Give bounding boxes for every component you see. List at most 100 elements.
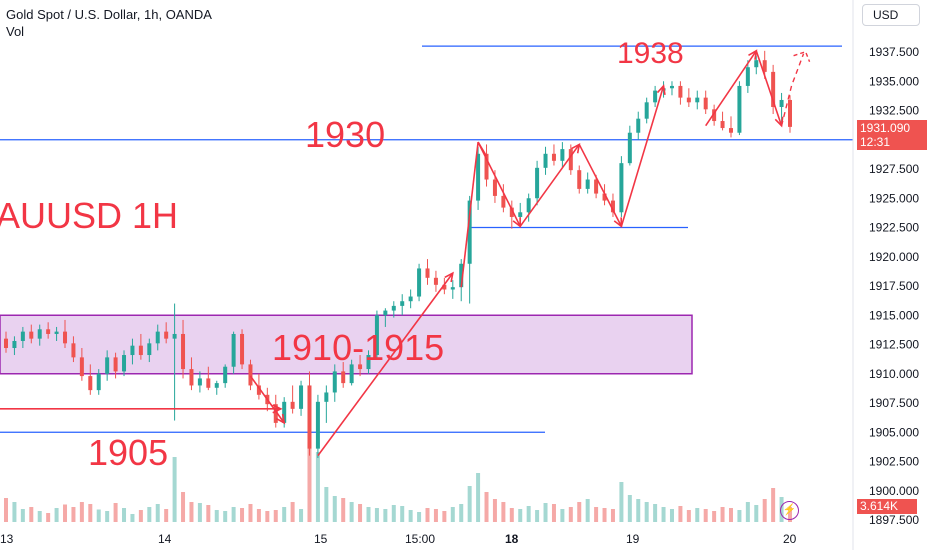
candle-body	[248, 364, 252, 385]
candle-body	[232, 334, 236, 367]
candle-body	[12, 341, 16, 348]
volume-bar	[198, 503, 202, 522]
time-tick: 20	[783, 532, 797, 546]
volume-bar	[97, 510, 101, 523]
volume-bar	[746, 502, 750, 522]
candle-body	[451, 287, 455, 289]
candle-body	[409, 297, 413, 302]
price-tick: 1927.500	[869, 162, 919, 176]
candle-body	[577, 170, 581, 189]
volume-bar	[21, 509, 25, 522]
volume-bar	[510, 508, 514, 522]
candle-body	[552, 154, 556, 161]
price-tick: 1912.500	[869, 338, 919, 352]
volume-bar	[122, 508, 126, 522]
price-tick: 1932.500	[869, 104, 919, 118]
volume-bar	[493, 499, 497, 522]
candle-body	[71, 343, 75, 357]
level-annotation-1938: 1938	[617, 37, 684, 70]
price-axis: 1937.5001935.0001932.5001927.5001925.000…	[869, 45, 919, 527]
volume-bar	[366, 507, 370, 522]
volume-bar	[704, 509, 708, 522]
candle-body	[645, 102, 649, 118]
price-tick: 1907.500	[869, 396, 919, 410]
candle-body	[721, 121, 725, 128]
volume-bar	[299, 509, 303, 522]
volume-bar	[12, 502, 16, 522]
volume-bar	[88, 504, 92, 522]
candle-body	[324, 392, 328, 401]
candle-body	[704, 98, 708, 110]
volume-bar	[712, 511, 716, 522]
volume-bar	[754, 505, 758, 522]
candle-body	[181, 334, 185, 369]
candle-body	[619, 163, 623, 212]
candle-body	[139, 346, 143, 355]
price-tick: 1915.000	[869, 308, 919, 322]
volume-bar	[257, 509, 261, 522]
volume-bar	[560, 509, 564, 522]
candle-body	[173, 334, 177, 339]
volume-bar	[333, 496, 337, 522]
volume-bar	[282, 507, 286, 522]
price-tick: 1922.500	[869, 221, 919, 235]
volume-bar	[156, 504, 160, 522]
candle-body	[383, 311, 387, 316]
candle-body	[695, 98, 699, 103]
candle-body	[586, 180, 590, 189]
drawing-arrows	[0, 51, 810, 456]
time-tick: 19	[626, 532, 640, 546]
candle-body	[417, 268, 421, 296]
projection-arrow	[782, 54, 804, 126]
time-tick: 13	[0, 532, 14, 546]
time-axis: 13 14 15 15:00 18 19 20	[0, 532, 797, 546]
volume-bar	[350, 502, 354, 522]
volume-bar	[71, 507, 75, 522]
volume-bar	[434, 509, 438, 522]
candle-body	[122, 355, 126, 371]
candle-body	[189, 369, 193, 385]
volume-bar	[130, 514, 134, 522]
candles	[4, 51, 792, 458]
volume-bar	[265, 511, 269, 522]
volume-bar	[678, 506, 682, 522]
candle-body	[400, 301, 404, 306]
trend-arrow	[478, 142, 520, 226]
price-tick: 1917.500	[869, 279, 919, 293]
price-tick: 1925.000	[869, 191, 919, 205]
trend-arrow	[706, 51, 757, 126]
trend-arrow	[520, 144, 579, 226]
candle-body	[653, 91, 657, 103]
candle-countdown: 12:31	[860, 135, 924, 149]
symbol-title: Gold Spot / U.S. Dollar, 1h, OANDA	[6, 7, 212, 22]
volume-bar	[248, 504, 252, 522]
volume-bar	[358, 504, 362, 522]
volume-bar	[645, 502, 649, 522]
volume-bar	[459, 504, 463, 522]
volume-bar	[400, 506, 404, 522]
candle-body	[291, 402, 295, 409]
candle-body	[307, 385, 311, 448]
volume-bar	[501, 502, 505, 522]
trend-arrow	[250, 376, 284, 423]
candle-body	[544, 154, 548, 168]
candle-body	[729, 128, 733, 133]
volume-bar	[771, 488, 775, 522]
volume-bar	[527, 506, 531, 522]
candle-body	[97, 374, 101, 390]
candle-body	[147, 343, 151, 355]
currency-button[interactable]: USD	[862, 4, 920, 26]
candle-body	[223, 367, 227, 383]
volume-bar	[206, 505, 210, 522]
trend-arrow	[579, 144, 621, 226]
candle-body	[341, 371, 345, 383]
candle-body	[198, 378, 202, 385]
volume-bar	[291, 502, 295, 522]
candle-body	[569, 149, 573, 170]
volume-bar	[29, 507, 33, 522]
lightning-icon[interactable]: ⚡	[780, 501, 799, 520]
candle-body	[493, 180, 497, 196]
volume-bar	[670, 509, 674, 522]
time-tick: 18	[505, 532, 519, 546]
